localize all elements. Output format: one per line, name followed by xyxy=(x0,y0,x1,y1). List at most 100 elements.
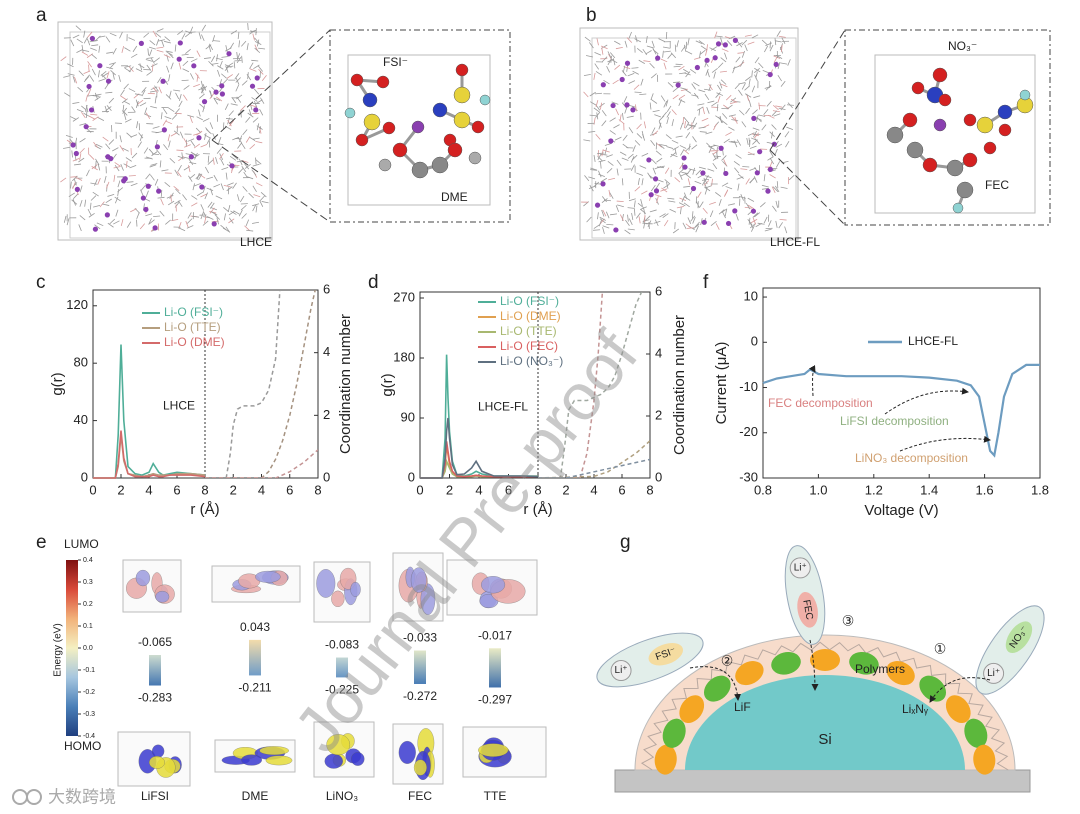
molecule-stick xyxy=(224,103,229,111)
molecule-stick xyxy=(715,115,722,120)
molecule-stick xyxy=(174,199,181,205)
molecule-stick xyxy=(79,200,83,207)
annotation-arrow xyxy=(884,387,969,415)
molecule-stick xyxy=(715,92,721,98)
molecule-stick xyxy=(667,197,675,200)
molecule-stick xyxy=(593,72,596,80)
molecule-stick xyxy=(667,82,674,88)
molecule-stick xyxy=(162,107,168,115)
molecule-stick xyxy=(185,30,192,34)
molecule-stick xyxy=(602,226,605,234)
li-atom xyxy=(160,78,166,84)
orbital-lobe xyxy=(241,754,262,766)
molecule-stick xyxy=(94,96,101,101)
molecule-stick xyxy=(161,40,165,47)
molecule-stick xyxy=(182,60,189,67)
molecule-stick xyxy=(667,53,673,59)
molecule-stick xyxy=(252,33,255,41)
molecule-stick xyxy=(97,177,101,185)
molecule-stick xyxy=(761,124,767,131)
molecule-stick xyxy=(699,201,704,208)
molecule-stick xyxy=(216,54,218,62)
molecule-stick xyxy=(188,175,193,182)
molecule-stick xyxy=(683,68,690,74)
atom xyxy=(376,75,390,89)
molecule-stick xyxy=(131,106,136,113)
orbital-lobe xyxy=(350,582,361,597)
panel-letter: d xyxy=(368,272,379,293)
y2-tick-label: 0 xyxy=(655,469,662,484)
molecule-stick xyxy=(602,209,607,217)
molecule-stick xyxy=(63,75,71,78)
molecule-stick xyxy=(723,138,730,144)
molecule-stick xyxy=(647,172,652,179)
molecule-stick xyxy=(98,45,101,53)
molecule-stick xyxy=(634,186,641,192)
molecule-stick xyxy=(123,83,129,90)
molecule-stick xyxy=(150,63,158,67)
molecule-stick xyxy=(241,40,247,47)
molecule-stick xyxy=(213,174,218,182)
molecule-stick xyxy=(639,165,647,169)
molecule-stick xyxy=(685,122,690,129)
molecule-stick xyxy=(734,83,741,90)
molecule-stick xyxy=(601,209,605,217)
molecule-stick xyxy=(664,167,670,174)
molecule-stick xyxy=(129,164,137,169)
molecule-stick xyxy=(251,59,259,62)
molecule-stick xyxy=(247,72,249,80)
molecule-stick xyxy=(691,83,696,90)
li-atom xyxy=(754,170,760,176)
molecule-stick xyxy=(672,228,680,234)
molecule-stick xyxy=(75,177,83,181)
molecule-stick xyxy=(721,48,729,52)
x2-tick-label: 6 xyxy=(286,482,293,497)
molecule-stick xyxy=(114,162,121,167)
molecule-stick xyxy=(156,49,164,53)
molecule-stick xyxy=(717,95,721,103)
li-atom xyxy=(694,64,700,71)
molecule-stick xyxy=(201,34,205,42)
molecule-stick xyxy=(685,223,692,229)
molecule-stick xyxy=(106,51,114,54)
molecule-stick xyxy=(175,92,180,100)
molecule-stick xyxy=(761,39,768,46)
molecule-stick xyxy=(208,44,212,52)
molecule-stick xyxy=(683,185,691,188)
molecule-stick xyxy=(261,74,267,81)
y2-tick-label: 6 xyxy=(323,281,330,296)
molecule-stick xyxy=(731,115,737,122)
molecule-stick xyxy=(202,105,205,113)
y2-tick-label: 4 xyxy=(323,344,330,359)
molecule-stick xyxy=(200,144,208,148)
molecule-stick xyxy=(141,87,147,93)
molecule-stick xyxy=(81,51,89,56)
molecule-stick xyxy=(607,51,612,58)
molecule-stick xyxy=(236,94,243,100)
molecule-stick xyxy=(720,83,728,88)
molecule-stick xyxy=(164,40,171,44)
molecule-stick xyxy=(210,202,215,209)
molecule-stick xyxy=(708,83,713,91)
molecule-stick xyxy=(93,141,98,148)
molecule-stick xyxy=(168,74,171,82)
x-axis-title: r (Å) xyxy=(190,501,219,518)
molecule-stick xyxy=(234,73,240,80)
molecule-stick xyxy=(752,109,758,115)
molecule-stick xyxy=(601,56,608,63)
md-boxes xyxy=(57,21,799,241)
molecule-stick xyxy=(646,45,654,49)
annotation-arrow xyxy=(808,365,816,397)
molecule-stick xyxy=(229,120,235,127)
molecule-stick xyxy=(240,105,246,111)
molecule-stick xyxy=(766,100,772,107)
molecule-stick xyxy=(228,210,236,216)
colorbar xyxy=(66,560,78,736)
molecule-stick xyxy=(655,182,660,190)
molecule-stick xyxy=(149,164,157,168)
molecule-stick xyxy=(680,149,685,156)
silicon xyxy=(685,675,965,770)
molecule-stick xyxy=(774,38,777,46)
li-atom xyxy=(177,40,183,46)
molecule-stick xyxy=(241,142,246,150)
